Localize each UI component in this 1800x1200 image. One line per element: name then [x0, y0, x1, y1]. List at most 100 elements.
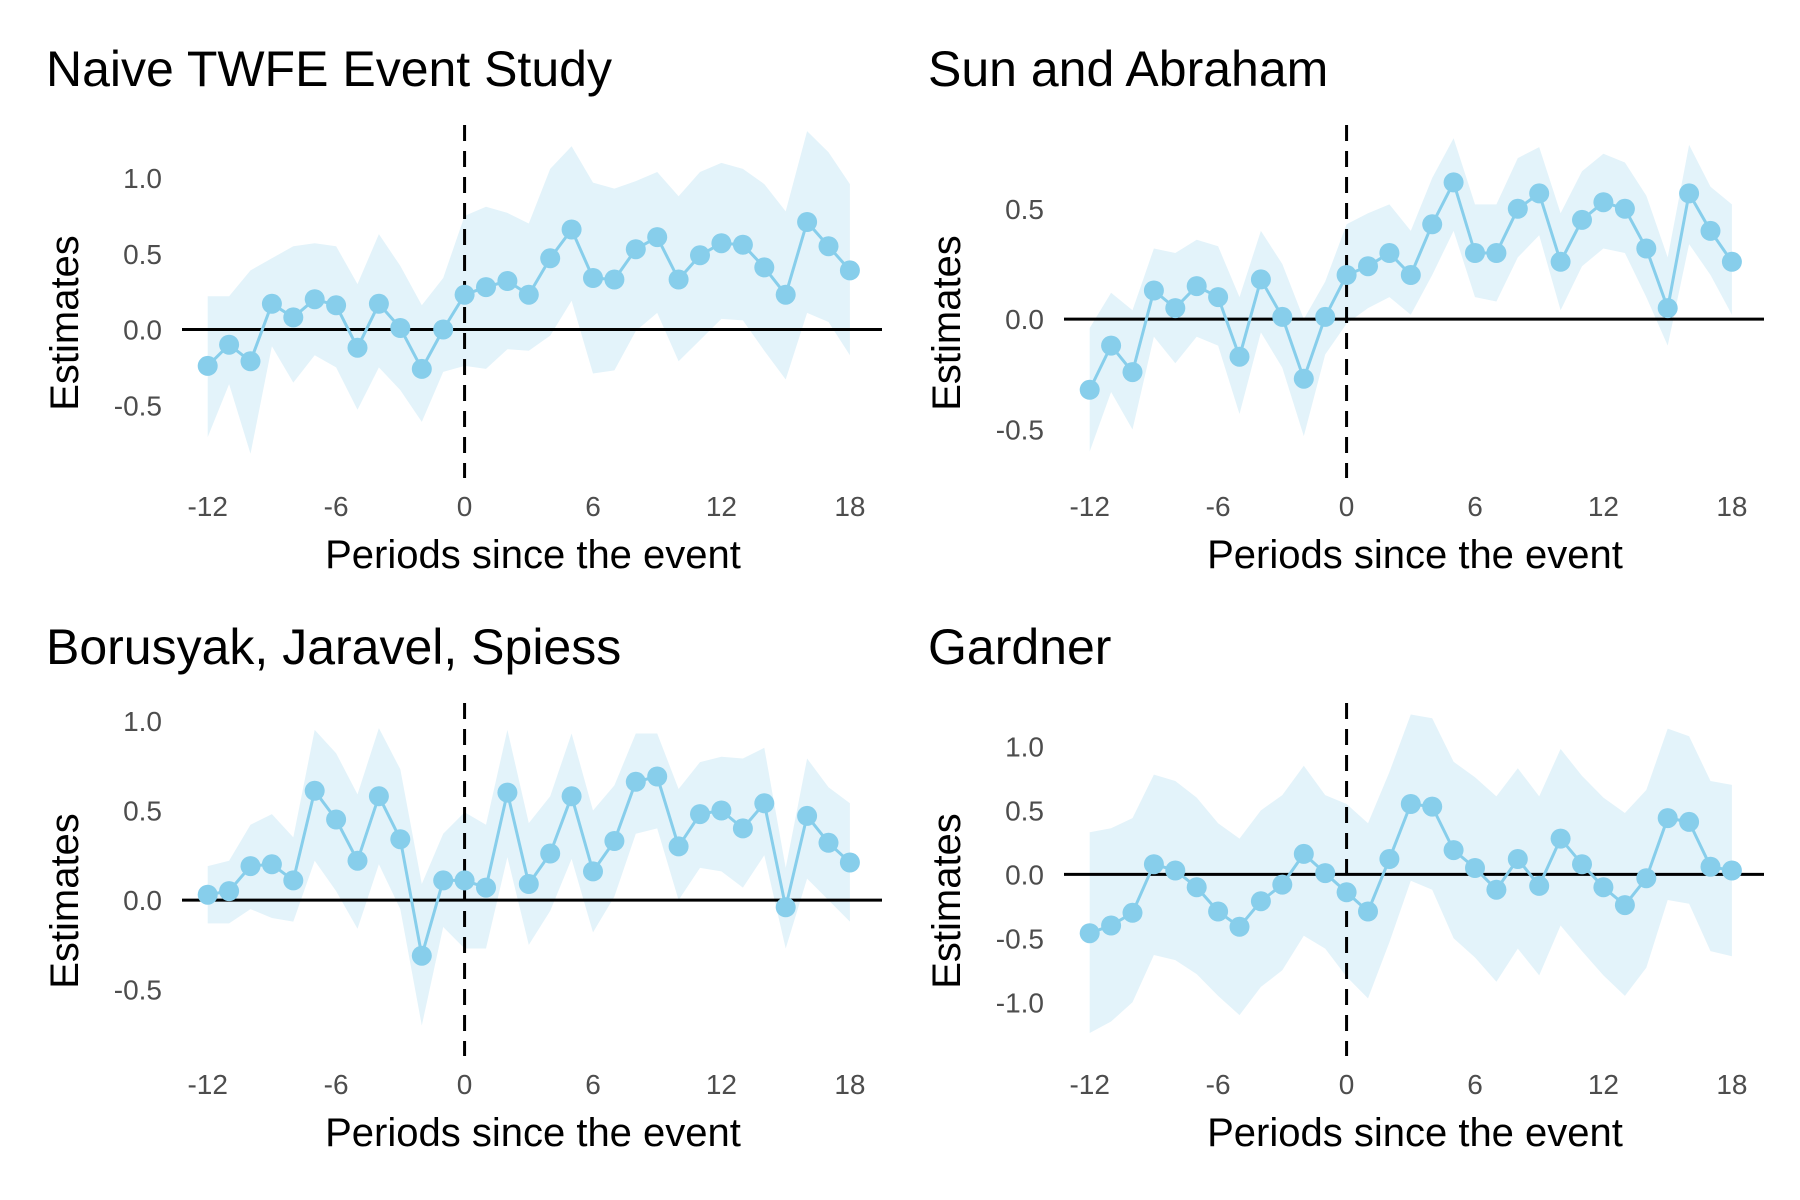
- estimate-point: [497, 271, 518, 291]
- estimate-point: [1529, 875, 1550, 896]
- y-tick-label: 1.0: [123, 706, 162, 737]
- estimate-point: [1208, 287, 1229, 308]
- x-tick-label: 6: [1467, 1069, 1483, 1100]
- estimate-point: [1422, 214, 1443, 235]
- estimate-point: [540, 843, 561, 864]
- estimate-point: [476, 277, 496, 298]
- y-tick-label: 0.5: [1005, 194, 1044, 225]
- y-tick-label: 0.0: [123, 885, 162, 916]
- y-tick-label: 0.0: [123, 315, 162, 346]
- x-axis-label: Periods since the event: [325, 533, 741, 577]
- y-tick-label: -0.5: [114, 390, 162, 421]
- estimate-point: [1079, 379, 1100, 400]
- estimate-point: [732, 234, 753, 255]
- estimate-point: [1272, 306, 1293, 327]
- y-tick-label: 1.0: [123, 163, 162, 194]
- estimate-point: [1122, 902, 1143, 923]
- x-tick-label: 18: [1716, 491, 1747, 522]
- y-tick-label: 0.5: [123, 796, 162, 827]
- y-tick-label: -0.5: [114, 975, 162, 1006]
- y-tick-label: 1.0: [1005, 732, 1044, 763]
- estimate-point: [1700, 220, 1721, 241]
- estimate-point: [326, 295, 347, 316]
- estimate-point: [1143, 280, 1164, 301]
- estimate-point: [1229, 346, 1250, 367]
- estimate-point: [1614, 198, 1635, 219]
- estimate-point: [690, 804, 710, 825]
- estimate-point: [1443, 172, 1464, 193]
- estimate-point: [561, 219, 582, 240]
- estimate-point: [1507, 849, 1528, 869]
- y-tick-label: 0.0: [1005, 304, 1044, 335]
- estimate-point: [604, 269, 625, 290]
- estimate-point: [1208, 901, 1229, 922]
- estimate-point: [818, 832, 839, 853]
- x-tick-label: 12: [1588, 1069, 1619, 1100]
- estimate-point: [219, 334, 240, 355]
- panel-naive-twfe: Naive TWFE Event Study Periods since the…: [0, 0, 900, 580]
- estimate-point: [1079, 923, 1100, 944]
- x-tick-label: -6: [324, 491, 349, 522]
- estimate-point: [304, 289, 325, 310]
- estimate-point: [775, 284, 796, 305]
- estimate-point: [797, 805, 818, 826]
- estimate-point: [1186, 276, 1207, 297]
- estimate-point: [1550, 828, 1571, 849]
- estimate-point: [625, 771, 646, 792]
- y-axis-label: Estimates: [925, 235, 969, 411]
- x-tick-label: -6: [324, 1069, 349, 1100]
- estimate-point: [1572, 209, 1592, 230]
- estimate-point: [1400, 794, 1421, 814]
- x-tick-label: -12: [187, 1069, 227, 1100]
- estimate-point: [1379, 243, 1400, 263]
- x-tick-label: -6: [1206, 491, 1231, 522]
- estimate-point: [1529, 183, 1550, 204]
- estimate-point: [1486, 243, 1507, 263]
- estimate-point: [347, 850, 368, 871]
- panel-borusyak-jaravel-spiess: Borusyak, Jaravel, Spiess Periods since …: [0, 578, 900, 1158]
- estimate-point: [433, 870, 454, 891]
- estimate-point: [1272, 874, 1293, 895]
- y-tick-label: 0.5: [1005, 795, 1044, 826]
- y-tick-label: 0.0: [1005, 859, 1044, 890]
- estimate-point: [454, 284, 475, 305]
- estimate-point: [240, 856, 261, 877]
- estimate-point: [583, 861, 603, 882]
- estimate-point: [1721, 860, 1742, 881]
- panel-title: Borusyak, Jaravel, Spiess: [46, 619, 621, 675]
- panel-gardner: Gardner Periods since the event Estimate…: [882, 578, 1782, 1158]
- x-tick-label: 0: [457, 491, 473, 522]
- x-tick-label: 12: [706, 1069, 737, 1100]
- estimate-point: [711, 800, 732, 821]
- x-tick-label: 0: [1339, 1069, 1355, 1100]
- estimate-point: [304, 780, 325, 801]
- estimate-point: [754, 257, 775, 278]
- estimate-point: [625, 239, 646, 260]
- estimate-point: [1507, 198, 1528, 219]
- estimate-point: [818, 236, 839, 257]
- estimate-point: [1250, 891, 1271, 912]
- x-tick-label: 18: [1716, 1069, 1747, 1100]
- estimate-point: [1636, 238, 1657, 259]
- x-axis-label: Periods since the event: [1207, 533, 1623, 577]
- x-tick-label: -12: [1069, 1069, 1109, 1100]
- x-tick-label: -12: [187, 491, 227, 522]
- estimate-point: [1293, 843, 1314, 864]
- x-tick-label: 6: [585, 491, 601, 522]
- estimate-point: [690, 245, 710, 266]
- estimate-point: [1101, 915, 1122, 936]
- chart-sun-abraham: Sun and Abraham Periods since the event …: [925, 41, 1764, 577]
- estimate-point: [261, 854, 282, 875]
- estimate-point: [240, 351, 261, 372]
- x-tick-label: 18: [834, 1069, 865, 1100]
- estimate-point: [518, 284, 539, 305]
- estimate-point: [1336, 882, 1357, 903]
- estimate-point: [1379, 849, 1400, 869]
- estimate-point: [454, 870, 475, 891]
- estimate-point: [668, 269, 689, 290]
- estimate-point: [1293, 368, 1314, 389]
- estimate-point: [647, 227, 668, 248]
- estimate-point: [347, 337, 368, 358]
- estimate-point: [368, 786, 389, 807]
- estimate-point: [1700, 856, 1721, 877]
